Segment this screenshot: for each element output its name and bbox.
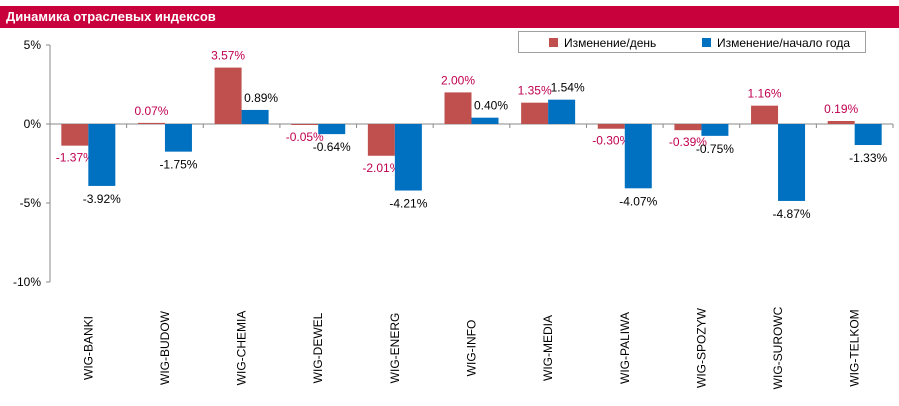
- bar-day: [597, 124, 625, 129]
- data-label-year: -0.64%: [313, 140, 351, 154]
- data-label-year: -4.07%: [619, 194, 657, 208]
- data-label-day: 0.07%: [134, 104, 168, 118]
- bar-year: [88, 124, 116, 186]
- legend-swatch-day: [549, 38, 558, 47]
- data-label-year: -1.33%: [849, 151, 887, 165]
- bar-day: [291, 124, 319, 125]
- bar-day: [827, 120, 855, 124]
- x-tick-label: WIG-BUDOW: [158, 310, 172, 385]
- bar-year: [548, 99, 576, 124]
- data-label-year: -4.21%: [389, 197, 427, 211]
- y-tick-label: -10%: [13, 275, 41, 289]
- bar-day: [137, 122, 165, 124]
- data-label-day: -0.39%: [669, 135, 707, 149]
- bar-year: [854, 124, 882, 146]
- legend-swatch-year: [702, 38, 711, 47]
- bar-year: [471, 117, 499, 124]
- data-label-day: -1.37%: [56, 151, 94, 165]
- data-label-day: 1.35%: [518, 84, 552, 98]
- data-label-day: -0.30%: [592, 134, 630, 148]
- x-tick-label: WIG-MEDIA: [541, 315, 555, 381]
- bar-day: [521, 102, 549, 124]
- bar-year: [241, 109, 269, 124]
- y-tick-label: -5%: [20, 196, 42, 210]
- bar-year: [394, 124, 422, 191]
- data-label-year: 0.89%: [244, 91, 278, 105]
- data-label-year: 0.40%: [474, 99, 508, 113]
- bar-day: [214, 67, 242, 124]
- x-tick-label: WIG-BANKI: [81, 316, 95, 380]
- data-label-year: 1.54%: [551, 81, 585, 95]
- bar-day: [61, 124, 89, 146]
- y-tick-label: 0%: [24, 117, 42, 131]
- bar-day: [367, 124, 395, 156]
- x-tick-label: WIG-ENERG: [388, 313, 402, 384]
- x-tick-label: WIG-SUROWC: [771, 306, 785, 389]
- chart-title: Динамика отраслевых индексов: [6, 9, 216, 24]
- bar-day: [751, 105, 779, 124]
- data-label-day: 0.19%: [824, 102, 858, 116]
- y-tick-label: 5%: [24, 38, 42, 52]
- legend-label-year: Изменение/начало года: [717, 36, 850, 50]
- data-label-day: 2.00%: [441, 73, 475, 87]
- x-tick-label: WIG-DEWEL: [311, 312, 325, 383]
- bar-year: [778, 124, 806, 201]
- chart-title-bar: Динамика отраслевых индексов: [0, 6, 899, 28]
- legend-label-day: Изменение/день: [564, 36, 657, 50]
- data-label-day: -2.01%: [362, 161, 400, 175]
- x-tick-label: WIG-PALIWA: [618, 312, 632, 384]
- data-label-year: -4.87%: [773, 207, 811, 221]
- x-tick-label: WIG-INFO: [465, 320, 479, 377]
- legend-item-day: Изменение/день: [549, 35, 656, 51]
- data-label-year: -0.75%: [696, 142, 734, 156]
- x-tick-label: WIG-CHEMIA: [235, 311, 249, 386]
- data-label-day: -0.05%: [286, 130, 324, 144]
- data-label-day: 3.57%: [211, 49, 245, 63]
- chart-legend: Изменение/день Изменение/начало года: [518, 31, 866, 53]
- x-tick-label: WIG-TELKOM: [848, 309, 862, 386]
- bar-day: [674, 124, 702, 131]
- x-tick-label: WIG-SPOZYW: [694, 307, 708, 388]
- bar-year: [624, 124, 652, 189]
- data-label-year: -3.92%: [83, 192, 121, 206]
- data-label-day: 1.16%: [748, 87, 782, 101]
- bar-year: [701, 124, 729, 136]
- legend-item-year: Изменение/начало года: [702, 35, 850, 51]
- bar-year: [164, 124, 192, 152]
- bar-day: [444, 92, 472, 124]
- data-label-year: -1.75%: [159, 158, 197, 172]
- bar-year: [318, 124, 346, 135]
